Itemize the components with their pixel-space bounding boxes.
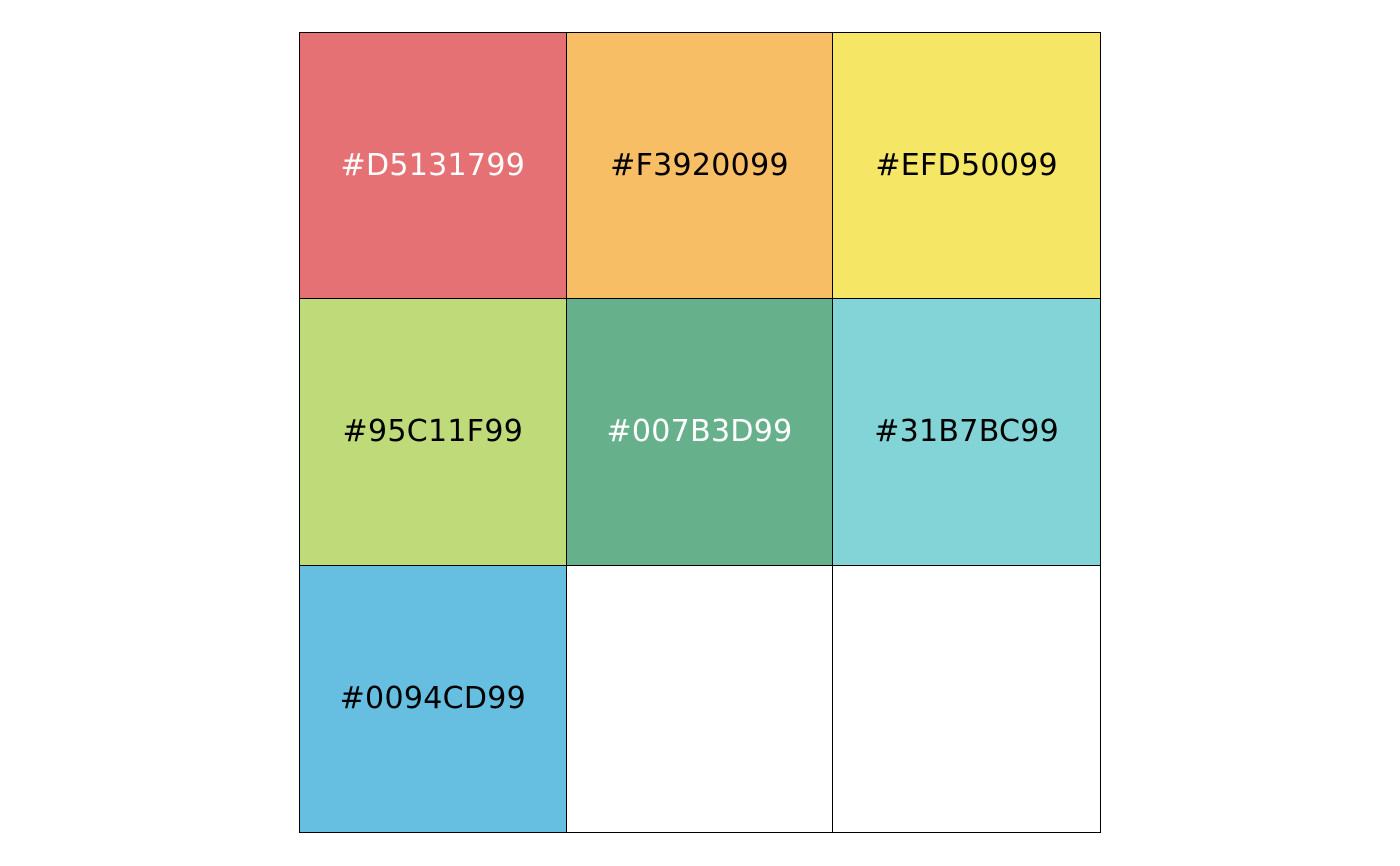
swatch-f3920099: #F3920099 [566,33,834,300]
swatch-grid: #D5131799 #F3920099 #EFD50099 #95C11F99 … [299,32,1101,833]
swatch-007b3d99: #007B3D99 [566,299,834,566]
swatch-d5131799: #D5131799 [300,33,567,300]
empty-swatch-cell [833,565,1100,832]
swatch-31b7bc99: #31B7BC99 [833,299,1100,566]
swatch-0094cd99: #0094CD99 [300,565,567,832]
swatch-efd50099: #EFD50099 [833,33,1100,300]
empty-swatch-cell [566,565,834,832]
swatch-95c11f99: #95C11F99 [300,299,567,566]
